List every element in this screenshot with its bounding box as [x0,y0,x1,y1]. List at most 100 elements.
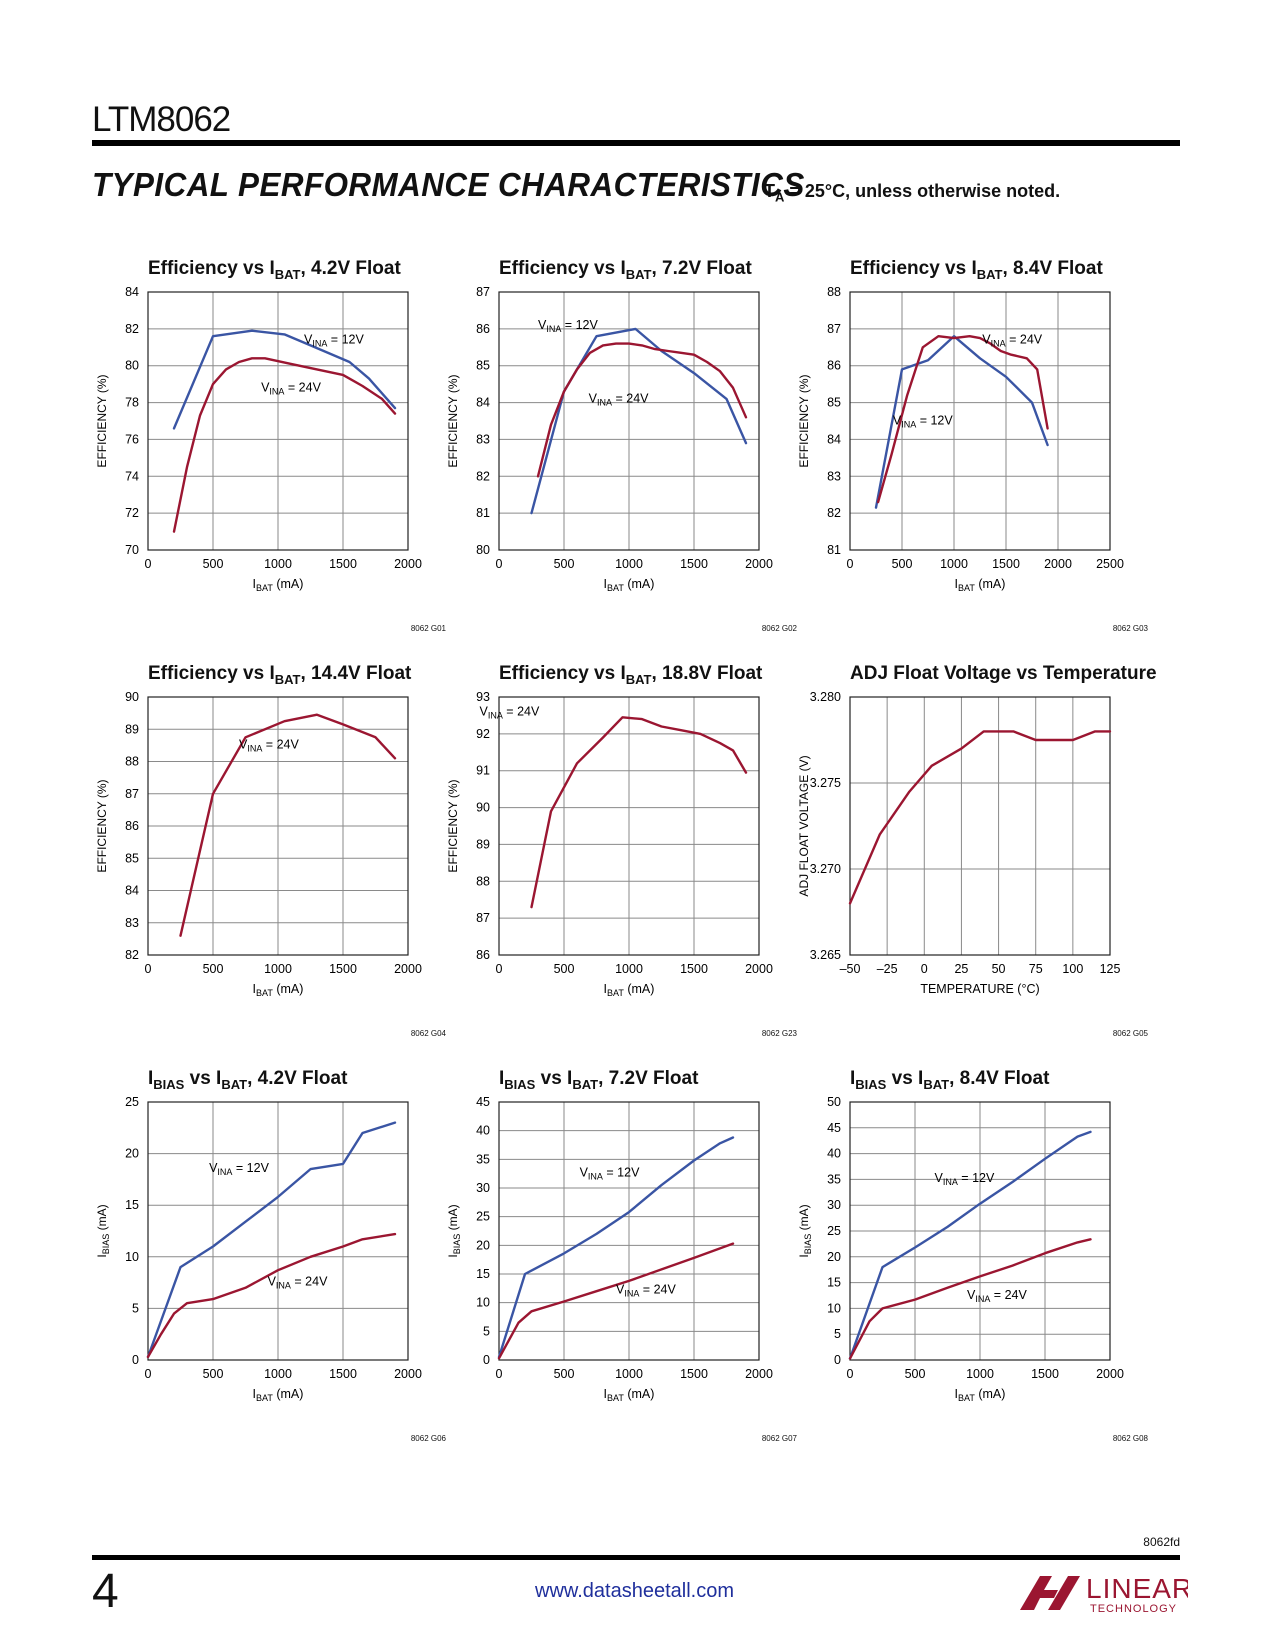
series-line-2 [146,1232,397,1359]
y-axis-label: EFFICIENCY (%) [95,374,109,467]
x-axis-label: IBAT (mA) [955,577,1006,593]
y-tick-label: 25 [125,1095,139,1109]
y-axis-label: EFFICIENCY (%) [446,779,460,872]
y-tick-label: 82 [125,322,139,336]
y-tick-label: 84 [827,432,841,446]
x-tick-label: 125 [1100,962,1121,976]
series-annotation: VINA = 24V [261,381,322,397]
y-tick-label: 78 [125,396,139,410]
y-tick-label: 25 [476,1210,490,1224]
y-tick-label: 20 [476,1238,490,1252]
chart-plot: 0 500 1000 1500 2000 80 81 82 83 84 85 86 87 IBAT (mA… [446,285,773,593]
x-tick-label: 2000 [1096,1367,1124,1381]
series-annotation: VINA = 12V [580,1166,641,1182]
x-tick-label: –50 [840,962,861,976]
figure-code: 8062 G23 [761,1029,797,1038]
x-tick-label: 50 [992,962,1006,976]
y-tick-label: 72 [125,506,139,520]
plot-frame [147,291,409,551]
x-tick-label: 1500 [329,557,357,571]
x-tick-label: 1000 [264,557,292,571]
x-tick-label: 2000 [1044,557,1072,571]
series-line-2 [172,357,397,533]
y-tick-label: 70 [125,543,139,557]
series-line-1 [530,716,748,909]
x-tick-label: 2000 [394,557,422,571]
x-tick-label: 0 [496,962,503,976]
footer-rule [92,1555,1180,1560]
y-tick-label: 35 [827,1172,841,1186]
series-annotation: VINA = 12V [304,333,365,349]
series-line-2 [848,1238,1092,1360]
y-tick-label: 87 [125,787,139,801]
y-tick-label: 86 [827,359,841,373]
y-tick-label: 10 [125,1250,139,1264]
y-tick-label: 83 [827,469,841,483]
plot-frame [849,291,1111,551]
chart-2: Efficiency vs IBAT, 7.2V Float 0 500 1000 15… [441,258,801,648]
y-tick-label: 3.280 [810,690,841,704]
x-tick-label: 1500 [1031,1367,1059,1381]
y-axis-label: IBIAS (mA) [95,1204,111,1257]
website-link[interactable]: www.datasheetall.com [535,1580,734,1602]
chart-title: ADJ Float Voltage vs Temperature [850,663,1157,684]
chart-8: IBIAS vs IBAT, 7.2V Float 0 500 1000 1500 200… [441,1068,801,1458]
y-tick-label: 0 [132,1353,139,1367]
chart-plot: 0 500 1000 1500 2000 0 5 10 15 20 25 IBAT (mA) IBIAS… [95,1095,422,1403]
x-tick-label: 1500 [680,1367,708,1381]
plot-frame [849,696,1111,956]
x-tick-label: –25 [877,962,898,976]
y-tick-label: 74 [125,469,139,483]
chart-title: Efficiency vs IBAT, 8.4V Float [850,258,1103,282]
y-tick-label: 88 [125,755,139,769]
linear-technology-logo: LINEAR TECHNOLOGY [1020,1573,1188,1615]
logo-sub: TECHNOLOGY [1090,1603,1177,1615]
x-tick-label: 500 [554,557,575,571]
series-annotation: VINA = 24V [268,1275,329,1291]
x-tick-label: 25 [954,962,968,976]
series-annotation: VINA = 24V [982,333,1043,349]
chart-title: Efficiency vs IBAT, 7.2V Float [499,258,752,282]
series-annotation: VINA = 12V [209,1161,270,1177]
y-tick-label: 40 [827,1147,841,1161]
y-tick-label: 80 [476,543,490,557]
y-tick-label: 88 [827,285,841,299]
chart-plot: –50 –25 0 25 50 75 100 125 3.265 3.270 3.275 3.280 T… [797,690,1121,996]
x-tick-label: 1000 [615,1367,643,1381]
y-tick-label: 87 [827,322,841,336]
x-axis-label: TEMPERATURE (°C) [920,982,1039,996]
y-tick-label: 0 [483,1353,490,1367]
plot-frame [498,291,760,551]
plot-frame [147,696,409,956]
x-axis-label: IBAT (mA) [604,577,655,593]
test-conditions: TA = 25°C, unless otherwise noted. [764,181,1061,205]
x-tick-label: 100 [1062,962,1083,976]
x-tick-label: 500 [203,1367,224,1381]
logo-word: LINEAR [1086,1573,1188,1604]
y-tick-label: 3.275 [810,776,841,790]
y-tick-label: 84 [476,396,490,410]
figure-code: 8062 G02 [761,624,797,633]
y-tick-label: 15 [476,1267,490,1281]
y-axis-label: EFFICIENCY (%) [95,779,109,872]
chart-3: Efficiency vs IBAT, 8.4V Float 0 500 1000 15… [792,258,1152,648]
y-tick-label: 89 [476,837,490,851]
y-tick-label: 84 [125,285,139,299]
y-axis-label: EFFICIENCY (%) [797,374,811,467]
series-line-2 [497,1242,735,1360]
x-tick-label: 2000 [745,962,773,976]
y-tick-label: 86 [125,819,139,833]
y-tick-label: 15 [125,1198,139,1212]
y-tick-label: 50 [827,1095,841,1109]
x-tick-label: 2000 [394,1367,422,1381]
x-tick-label: 1500 [329,1367,357,1381]
x-tick-label: 0 [145,1367,152,1381]
plot-frame [498,696,760,956]
chart-plot: 0 500 1000 1500 2000 86 87 88 89 90 91 92 93 IBAT (mA… [446,690,773,998]
chart-plot: 0 500 1000 1500 2000 70 72 74 76 78 80 82 84 IBAT (mA… [95,285,422,593]
y-tick-label: 89 [125,722,139,736]
chart-title: Efficiency vs IBAT, 18.8V Float [499,663,763,687]
y-tick-label: 30 [827,1198,841,1212]
x-tick-label: 1000 [615,962,643,976]
series-annotation: VINA = 24V [239,738,300,754]
